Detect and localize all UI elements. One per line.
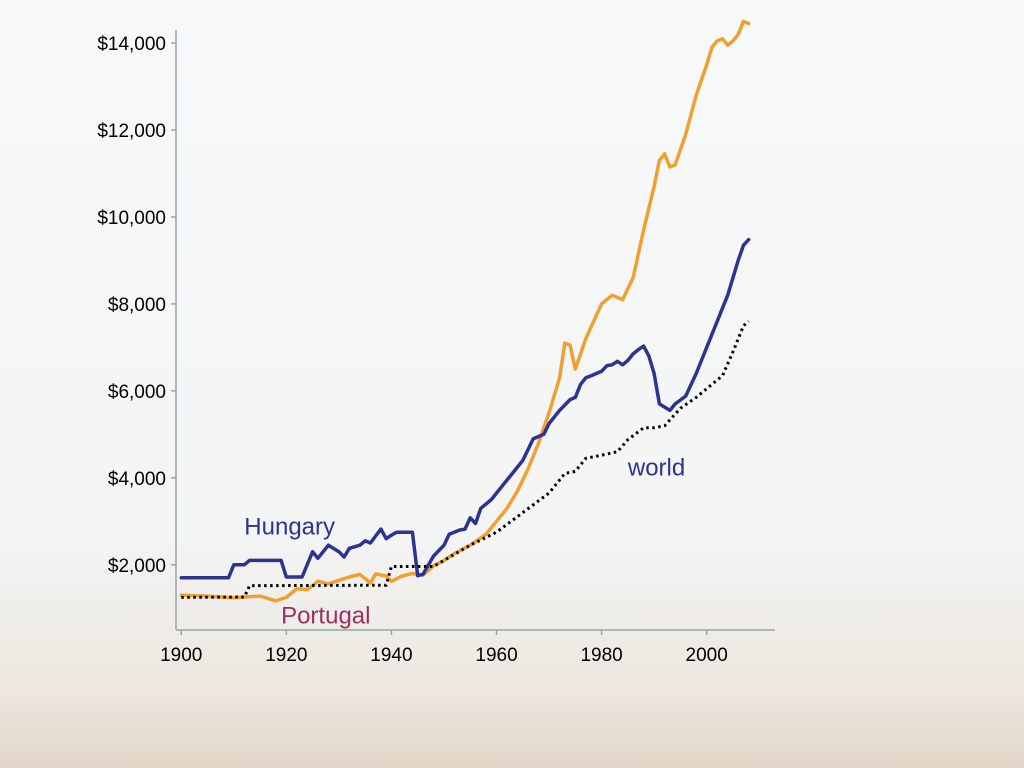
- x-tick-label: 1980: [580, 645, 622, 666]
- y-tick-label: $2,000: [108, 556, 166, 577]
- series-layer: [179, 19, 751, 603]
- series-line-hungary: [179, 237, 751, 580]
- y-tick-label: $10,000: [97, 208, 166, 229]
- y-tick-label: $6,000: [108, 382, 166, 403]
- x-tick-label: 1960: [475, 645, 517, 666]
- series-labels: Hungary Portugal world: [244, 455, 685, 630]
- series-line-portugal: [179, 19, 751, 603]
- x-tick-label: 1900: [160, 645, 202, 666]
- x-tick-label: 1940: [370, 645, 412, 666]
- x-tick-label: 2000: [686, 645, 728, 666]
- x-tick-label: 1920: [265, 645, 307, 666]
- series-label-hungary: Hungary: [244, 513, 335, 540]
- series-label-world: world: [627, 455, 685, 482]
- y-tick-label: $4,000: [108, 469, 166, 490]
- axes: $2,000 $4,000 $6,000 $8,000 $10,000 $12,000 $1…: [97, 30, 775, 666]
- series-label-portugal: Portugal: [281, 602, 370, 629]
- y-tick-label: $14,000: [97, 34, 166, 55]
- y-tick-label: $12,000: [97, 121, 166, 142]
- series-line-world: [181, 320, 750, 599]
- y-tick-label: $8,000: [108, 295, 166, 316]
